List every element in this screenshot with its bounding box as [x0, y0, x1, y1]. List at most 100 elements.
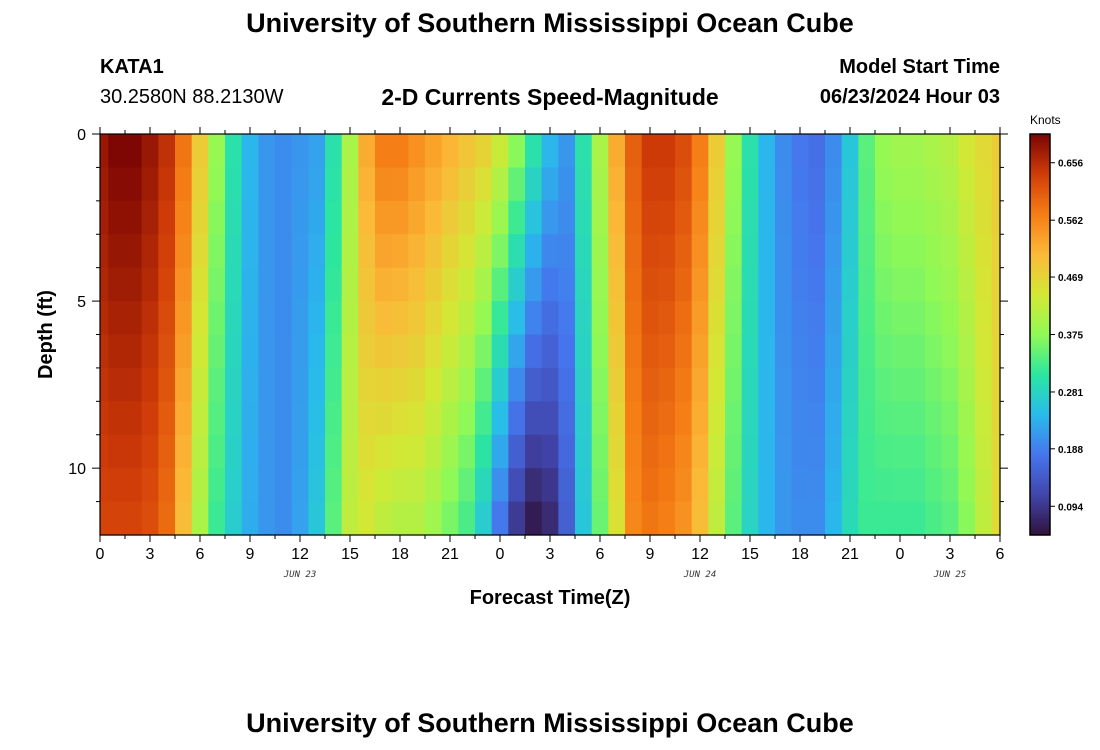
- heatmap-cell: [758, 200, 776, 235]
- heatmap-cell: [241, 167, 259, 202]
- heatmap-cell: [841, 434, 859, 469]
- heatmap-cell: [208, 501, 226, 536]
- heatmap-cell: [908, 267, 926, 302]
- heatmap-cell: [491, 501, 509, 536]
- heatmap-cell: [291, 134, 309, 169]
- colorbar-units-label: Knots: [1030, 113, 1061, 127]
- heatmap-cell: [825, 134, 843, 169]
- heatmap-cell: [258, 501, 276, 536]
- heatmap-cell: [991, 200, 1001, 235]
- heatmap-cell: [125, 434, 143, 469]
- heatmap-cell: [558, 267, 576, 302]
- x-tick-label: 18: [391, 546, 409, 563]
- heatmap-cell: [558, 501, 576, 536]
- heatmap-cell: [691, 301, 709, 336]
- heatmap-cell: [991, 301, 1001, 336]
- heatmap-cell: [175, 401, 193, 436]
- heatmap-cell: [825, 468, 843, 503]
- heatmap-cell: [641, 234, 659, 269]
- heatmap-cell: [241, 501, 259, 536]
- heatmap-cell: [775, 401, 793, 436]
- x-tick-label: 15: [341, 546, 359, 563]
- heatmap-cell: [741, 434, 759, 469]
- heatmap-cell: [508, 501, 526, 536]
- heatmap-cell: [458, 367, 476, 402]
- heatmap-cell: [225, 200, 243, 235]
- heatmap-cell: [808, 468, 826, 503]
- heatmap-cell: [441, 234, 459, 269]
- heatmap-cell: [425, 468, 443, 503]
- heatmap-cell: [608, 234, 626, 269]
- heatmap-cell: [341, 501, 359, 536]
- heatmap-cell: [441, 167, 459, 202]
- heatmap-cell: [358, 134, 376, 169]
- heatmap-cell: [291, 301, 309, 336]
- heatmap-cell: [908, 200, 926, 235]
- heatmap-cell: [625, 367, 643, 402]
- heatmap-cell: [941, 200, 959, 235]
- heatmap-cell: [841, 501, 859, 536]
- heatmap-cell: [608, 434, 626, 469]
- heatmap-cell: [258, 434, 276, 469]
- heatmap-cell: [641, 367, 659, 402]
- heatmap-cell: [375, 267, 393, 302]
- heatmap-cell: [525, 334, 543, 369]
- heatmap-cell: [641, 301, 659, 336]
- heatmap-cell: [325, 301, 343, 336]
- heatmap-cell: [391, 434, 409, 469]
- heatmap-cell: [725, 434, 743, 469]
- heatmap-cell: [125, 501, 143, 536]
- heatmap-cell: [108, 434, 126, 469]
- heatmap-cell: [108, 401, 126, 436]
- heatmap-cell: [108, 200, 126, 235]
- heatmap-cell: [925, 367, 943, 402]
- heatmap-cell: [358, 501, 376, 536]
- heatmap-cell: [425, 334, 443, 369]
- heatmap-cell: [841, 367, 859, 402]
- heatmap-cell: [608, 401, 626, 436]
- heatmap-cell: [741, 401, 759, 436]
- heatmap-cell: [991, 234, 1001, 269]
- heatmap-cell: [575, 434, 593, 469]
- heatmap-cell: [975, 301, 993, 336]
- heatmap-cell: [258, 334, 276, 369]
- y-tick-label: 0: [77, 127, 86, 144]
- heatmap-cell: [708, 401, 726, 436]
- heatmap-cell: [475, 367, 493, 402]
- heatmap-cell: [725, 367, 743, 402]
- heatmap-cell: [508, 267, 526, 302]
- heatmap-cell: [408, 468, 426, 503]
- heatmap-cell: [408, 401, 426, 436]
- heatmap-cell: [491, 267, 509, 302]
- heatmap-cell: [425, 501, 443, 536]
- x-tick-label: 21: [841, 546, 859, 563]
- heatmap-cell: [475, 200, 493, 235]
- heatmap-cell: [741, 334, 759, 369]
- heatmap-cell: [458, 200, 476, 235]
- heatmap-cell: [708, 468, 726, 503]
- heatmap-cell: [341, 334, 359, 369]
- heatmap-cell: [741, 301, 759, 336]
- heatmap-cell: [841, 267, 859, 302]
- heatmap-cell: [475, 468, 493, 503]
- heatmap-cell: [558, 134, 576, 169]
- heatmap-cell: [825, 200, 843, 235]
- heatmap-cell: [458, 301, 476, 336]
- heatmap-cell: [391, 367, 409, 402]
- heatmap-cell: [425, 367, 443, 402]
- heatmap-cell: [991, 401, 1001, 436]
- heatmap-cell: [908, 167, 926, 202]
- heatmap-cell: [391, 301, 409, 336]
- heatmap-cell: [425, 434, 443, 469]
- heatmap-cell: [225, 301, 243, 336]
- heatmap-cell: [958, 167, 976, 202]
- heatmap-cell: [858, 301, 876, 336]
- heatmap-cell: [491, 334, 509, 369]
- heatmap-cell: [791, 501, 809, 536]
- heatmap-cell: [125, 267, 143, 302]
- heatmap-cell: [875, 468, 893, 503]
- heatmap-cell: [541, 200, 559, 235]
- heatmap-cell: [325, 367, 343, 402]
- colorbar-tick-label: 0.656: [1058, 159, 1083, 170]
- heatmap-cell: [158, 167, 176, 202]
